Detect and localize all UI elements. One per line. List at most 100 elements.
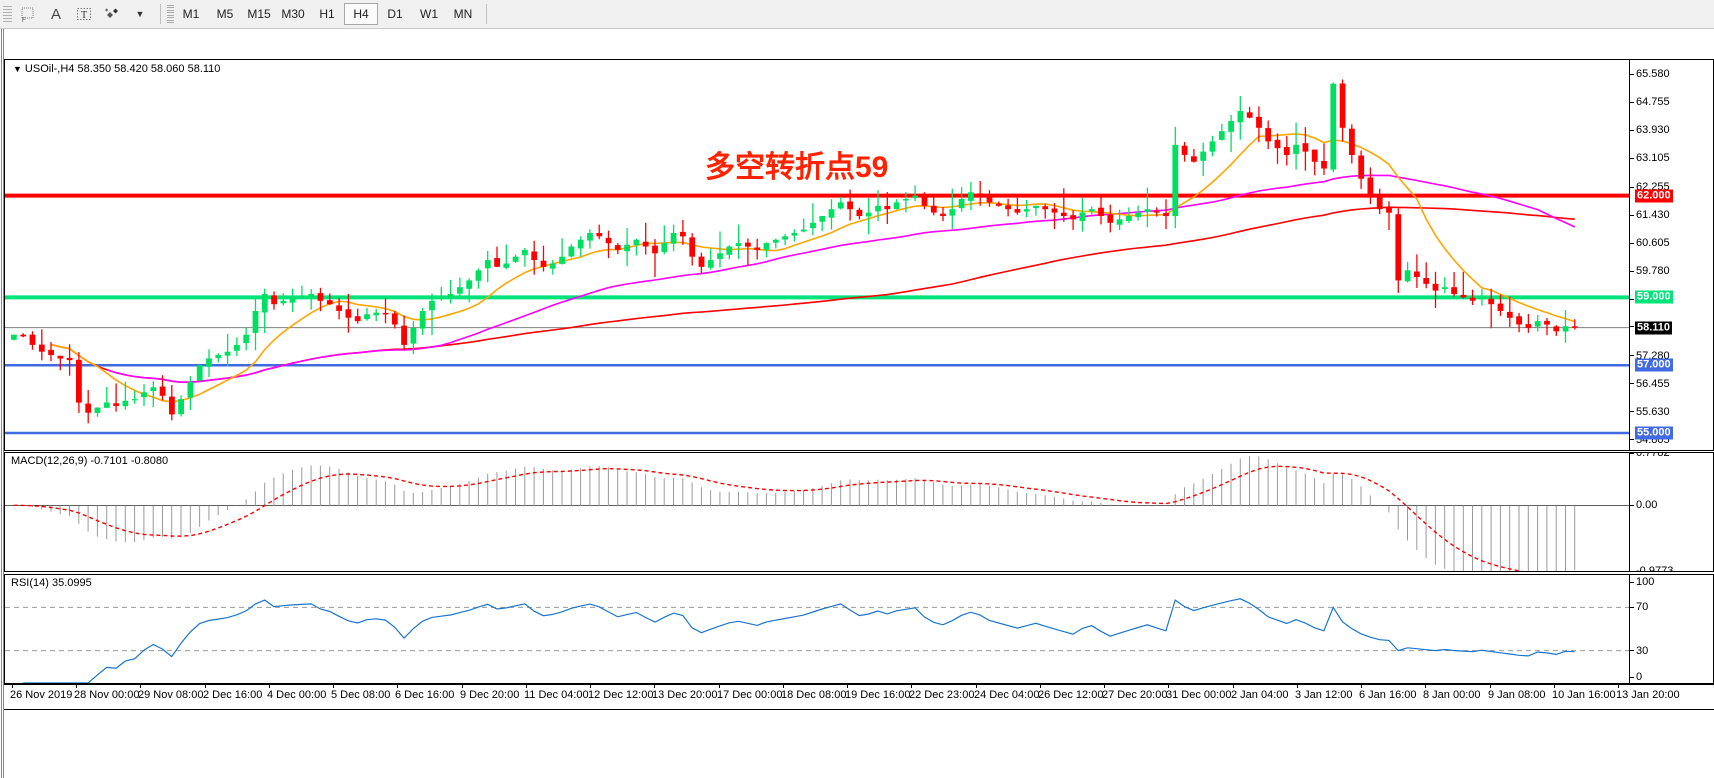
chevron-down-icon[interactable]: ▼ (135, 9, 145, 19)
timeframe-button-w1[interactable]: W1 (420, 7, 438, 21)
macd-plot[interactable] (5, 453, 1629, 571)
price-tick: 63.105 (1630, 152, 1713, 164)
price-pane[interactable]: ▼ USOil-,H4 58.350 58.420 58.060 58.110 多… (4, 59, 1714, 451)
macd-label: MACD(12,26,9) -0.7101 -0.8080 (11, 455, 169, 467)
time-axis-label: 28 Nov 00:00 (74, 689, 140, 701)
time-axis-label: 6 Dec 16:00 (395, 689, 455, 701)
time-axis-tick (1554, 685, 1555, 688)
time-axis-tick (76, 685, 77, 688)
time-axis-tick (1104, 685, 1105, 688)
price-level-chip-55-000[interactable]: 55.000 (1635, 426, 1673, 440)
price-tick-label: 64.755 (1636, 96, 1670, 109)
price-tick: 55.630 (1630, 406, 1713, 418)
time-axis-label: 27 Dec 20:00 (1102, 689, 1168, 701)
symbol-header[interactable]: ▼ USOil-,H4 58.350 58.420 58.060 58.110 (13, 63, 220, 75)
time-axis-tick (1425, 685, 1426, 688)
timeframe-button-m30[interactable]: M30 (281, 7, 305, 21)
price-level-chip-57-000[interactable]: 57.000 (1635, 358, 1673, 372)
price-candles (5, 79, 1629, 435)
price-tick: 60.605 (1630, 237, 1713, 249)
price-tick: 65.580 (1630, 68, 1713, 80)
rsi-tick-label: 100 (1636, 576, 1655, 588)
price-plot[interactable] (5, 60, 1629, 450)
rsi-label: RSI(14) 35.0995 (11, 577, 92, 589)
left-scroll-grip[interactable] (0, 29, 4, 778)
price-level-chip-59-000[interactable]: 59.000 (1635, 290, 1673, 304)
time-axis-label: 8 Jan 00:00 (1423, 689, 1481, 701)
time-axis-label: 26 Dec 12:00 (1038, 689, 1104, 701)
time-axis-label: 13 Jan 20:00 (1616, 689, 1680, 701)
price-tick-label: 59.780 (1636, 264, 1670, 277)
time-axis-label: 12 Dec 12:00 (588, 689, 654, 701)
price-tick-label: 55.630 (1636, 405, 1670, 418)
timeframe-button-mn[interactable]: MN (453, 7, 473, 21)
symbol-header-text: USOil-,H4 58.350 58.420 58.060 58.110 (24, 63, 221, 75)
timeframe-drag-grip[interactable] (167, 5, 174, 23)
text-label-icon[interactable]: T (71, 2, 97, 26)
time-axis-label: 2 Dec 16:00 (203, 689, 263, 701)
macd-pane[interactable]: MACD(12,26,9) -0.7101 -0.8080 0.7782 0.00… (4, 452, 1714, 572)
price-level-chip-62-000[interactable]: 62.000 (1635, 189, 1673, 203)
toolbar-divider (160, 4, 161, 24)
time-axis-tick (1233, 685, 1234, 688)
timeframe-button-m15[interactable]: M15 (247, 7, 271, 21)
price-axis[interactable]: 65.580 64.755 63.930 63.105 62.255 61.430 60.6… (1629, 60, 1713, 450)
time-axis-tick (719, 685, 720, 688)
toolbar-divider-end (486, 4, 487, 24)
rsi-tick-label: 30 (1636, 644, 1649, 657)
chart-area[interactable]: ▼ USOil-,H4 58.350 58.420 58.060 58.110 多… (0, 29, 1714, 778)
text-a-icon[interactable]: A (50, 5, 61, 23)
time-axis-tick (1040, 685, 1041, 688)
time-axis-tick (1361, 685, 1362, 688)
rsi-plot[interactable] (5, 575, 1629, 683)
price-tick-label: 65.580 (1636, 68, 1670, 81)
time-axis-tick (1168, 685, 1169, 688)
time-axis-tick (847, 685, 848, 688)
macd-tick-label: -0.9773 (1636, 565, 1674, 572)
time-axis[interactable]: 26 Nov 2019 28 Nov 00:00 29 Nov 08:00 2 Dec… (4, 684, 1714, 710)
timeframe-button-m5[interactable]: M5 (216, 7, 234, 21)
timeframe-button-m1[interactable]: M1 (182, 7, 200, 21)
svg-text:T: T (81, 10, 87, 21)
timeframe-button-d1[interactable]: D1 (387, 7, 403, 21)
time-axis-label: 26 Nov 2019 (10, 689, 73, 701)
rsi-graph (5, 598, 1629, 683)
svg-text:F: F (22, 18, 26, 23)
rsi-tick: 30 (1630, 645, 1713, 657)
rsi-tick-label: 0 (1636, 671, 1643, 683)
time-axis-tick (911, 685, 912, 688)
timeframe-button-h1[interactable]: H1 (319, 7, 335, 21)
rsi-pane[interactable]: RSI(14) 35.0995 100 70 30 0 (4, 574, 1714, 684)
time-axis-tick (976, 685, 977, 688)
macd-tick: -0.9773 (1630, 565, 1713, 572)
time-axis-label: 31 Dec 00:00 (1166, 689, 1232, 701)
rsi-tick: 0 (1630, 671, 1713, 683)
time-axis-tick (590, 685, 591, 688)
objects-list-icon[interactable] (99, 2, 125, 26)
time-axis-tick (12, 685, 13, 688)
time-axis-tick (654, 685, 655, 688)
price-tick-label: 61.430 (1636, 208, 1670, 221)
time-axis-label: 19 Dec 16:00 (845, 689, 911, 701)
time-axis-tick (1490, 685, 1491, 688)
time-axis-label: 5 Dec 08:00 (331, 689, 391, 701)
price-tick-label: 63.105 (1636, 152, 1670, 165)
price-level-chip-58-110[interactable]: 58.110 (1635, 321, 1673, 335)
rsi-axis[interactable]: 100 70 30 0 (1629, 575, 1713, 683)
macd-axis[interactable]: 0.7782 0.00 -0.9773 (1629, 453, 1713, 571)
top-toolbar: F A T ▼ M1 M5 M15 M30 H1 H4 D1 W1 MN (0, 0, 1714, 29)
time-axis-label: 6 Jan 16:00 (1359, 689, 1417, 701)
price-tick: 61.430 (1630, 209, 1713, 221)
time-axis-label: 13 Dec 20:00 (652, 689, 718, 701)
time-axis-label: 22 Dec 23:00 (909, 689, 975, 701)
time-axis-tick (783, 685, 784, 688)
crosshair-f-icon[interactable]: F (15, 2, 41, 26)
rsi-tick-label: 70 (1636, 601, 1649, 614)
time-axis-tick (1297, 685, 1298, 688)
timeframe-button-h4[interactable]: H4 (344, 3, 378, 25)
rsi-tick: 100 (1630, 576, 1713, 588)
time-axis-label: 24 Dec 04:00 (974, 689, 1040, 701)
time-axis-tick (269, 685, 270, 688)
collapse-triangle-icon[interactable]: ▼ (13, 64, 22, 74)
toolbar-drag-grip[interactable] (3, 3, 12, 25)
